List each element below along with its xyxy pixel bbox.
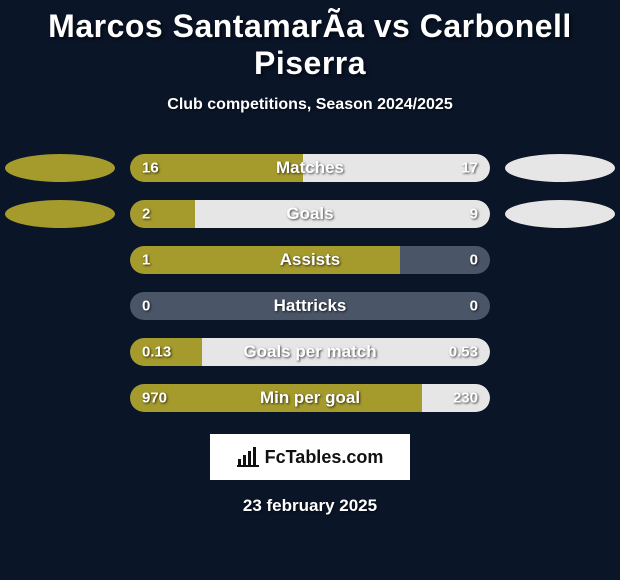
brand-badge: FcTables.com [210,434,410,480]
stat-value-left: 16 [142,160,159,177]
player-marker-left [5,154,115,182]
brand-text: FcTables.com [265,447,384,468]
bar-fill-right [195,200,490,228]
stat-bar: 16 17 Matches [130,154,490,182]
bar-fill-left [130,200,195,228]
stat-bar: 1 0 Assists [130,246,490,274]
stat-label: Hattricks [274,296,347,316]
stat-label: Matches [276,158,344,178]
stat-label: Assists [280,250,340,270]
subtitle: Club competitions, Season 2024/2025 [0,96,620,114]
stat-label: Goals per match [243,342,376,362]
page-title: Marcos SantamarÃ­a vs Carbonell Piserra [0,8,620,82]
stat-value-left: 2 [142,206,150,223]
stat-label: Min per goal [260,388,360,408]
player-marker-right [505,200,615,228]
player-marker-right [505,154,615,182]
stat-bar: 2 9 Goals [130,200,490,228]
stat-bar: 0.13 0.53 Goals per match [130,338,490,366]
stat-value-left: 1 [142,252,150,269]
stat-row: 2 9 Goals [0,200,620,228]
stat-bar: 970 230 Min per goal [130,384,490,412]
stat-value-left: 970 [142,390,167,407]
bar-chart-icon [237,447,259,467]
comparison-card: Marcos SantamarÃ­a vs Carbonell Piserra … [0,0,620,516]
footer-date: 23 february 2025 [0,496,620,516]
stat-row: 1 0 Assists [0,246,620,274]
stat-value-right: 0 [470,252,478,269]
stat-value-right: 230 [453,390,478,407]
stat-value-right: 17 [461,160,478,177]
stat-value-left: 0.13 [142,344,171,361]
stat-value-left: 0 [142,298,150,315]
player-marker-left [5,200,115,228]
stat-value-right: 9 [470,206,478,223]
stat-row: 0.13 0.53 Goals per match [0,338,620,366]
stat-row: 0 0 Hattricks [0,292,620,320]
stat-row: 16 17 Matches [0,154,620,182]
bar-fill-left [130,246,400,274]
stat-label: Goals [286,204,333,224]
stat-value-right: 0.53 [449,344,478,361]
stats-list: 16 17 Matches 2 9 Goals 1 0 Assists 0 0 Hattricks 0.… [0,154,620,412]
stat-row: 970 230 Min per goal [0,384,620,412]
stat-bar: 0 0 Hattricks [130,292,490,320]
stat-value-right: 0 [470,298,478,315]
